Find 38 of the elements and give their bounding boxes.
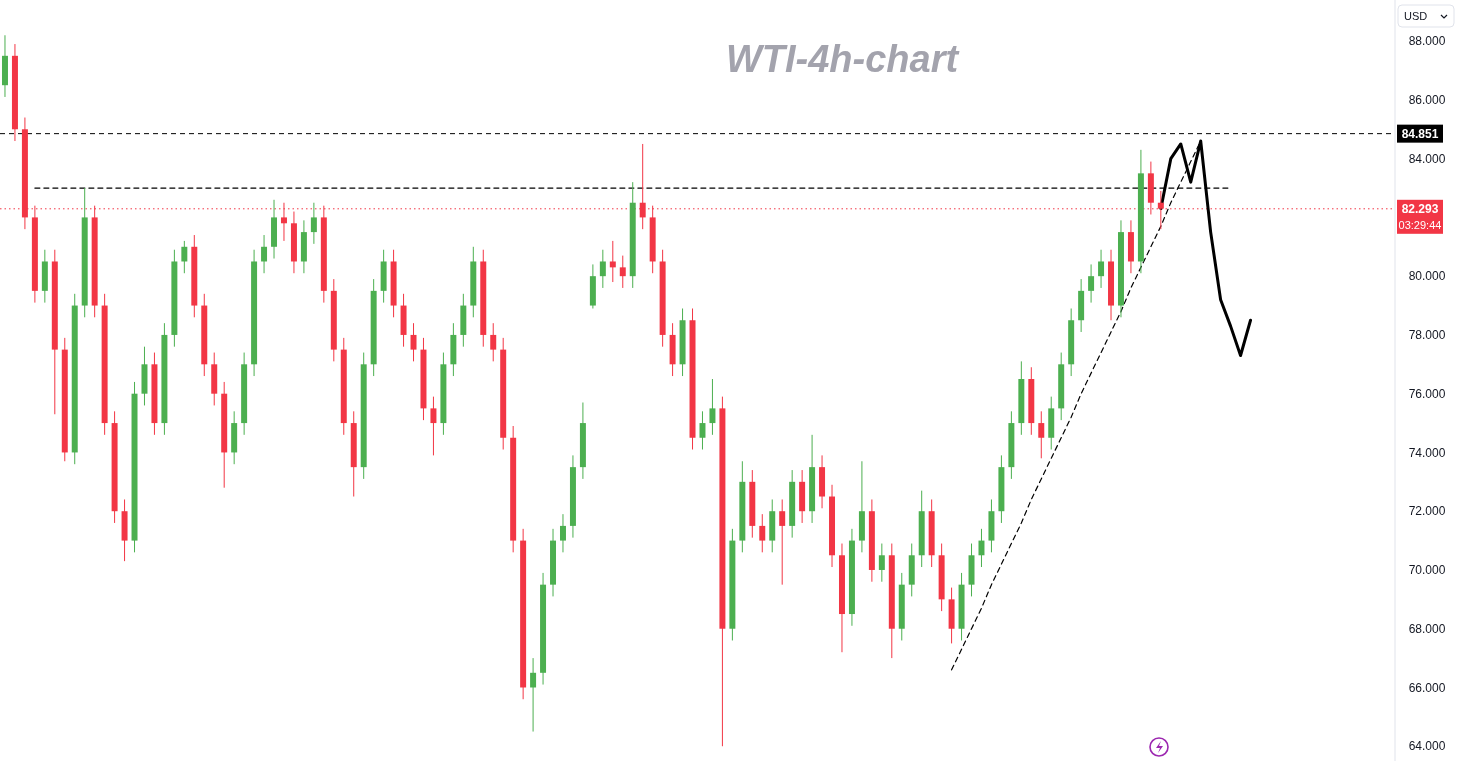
ref-line-label: 82.293 [1401, 202, 1439, 216]
candlestick [878, 543, 885, 583]
candlestick [609, 240, 616, 283]
candlestick [559, 513, 566, 553]
candlestick [1098, 249, 1105, 289]
candlestick [490, 322, 497, 362]
candlestick [779, 498, 786, 586]
candlestick [430, 396, 437, 456]
candlestick [619, 255, 626, 289]
candlestick [310, 202, 317, 245]
candlestick [181, 240, 188, 274]
y-tick-label: 70.000 [1408, 563, 1446, 578]
y-tick-label: 72.000 [1408, 504, 1446, 519]
candlestick [1088, 263, 1095, 304]
y-tick-label: 84.000 [1408, 151, 1446, 166]
y-tick-label: 88.000 [1408, 34, 1446, 49]
text: WTI-4h-chart [725, 38, 960, 80]
y-tick-label: 66.000 [1408, 680, 1446, 695]
candlestick [978, 528, 985, 568]
text: 03:29:44 [1398, 218, 1442, 231]
y-tick-label: 64.000 [1408, 739, 1446, 754]
y-tick-label: 78.000 [1408, 328, 1446, 343]
candlestick [1038, 410, 1045, 459]
y-tick-label: 76.000 [1408, 386, 1446, 401]
currency-select: USD [1397, 4, 1455, 28]
y-tick-label: 68.000 [1408, 621, 1446, 636]
candlestick [261, 234, 268, 274]
y-tick-label: 74.000 [1408, 445, 1446, 460]
candlestick [599, 249, 606, 289]
candlestick [759, 513, 766, 553]
ref-line-label: 84.851 [1401, 126, 1439, 141]
candlestick [699, 410, 706, 451]
y-tick-label: 86.000 [1408, 93, 1446, 108]
candlestick [280, 202, 287, 242]
y-tick-label: 80.000 [1408, 269, 1446, 284]
candlestick [530, 657, 537, 733]
candlestick [410, 322, 417, 362]
candlestick [709, 378, 716, 436]
